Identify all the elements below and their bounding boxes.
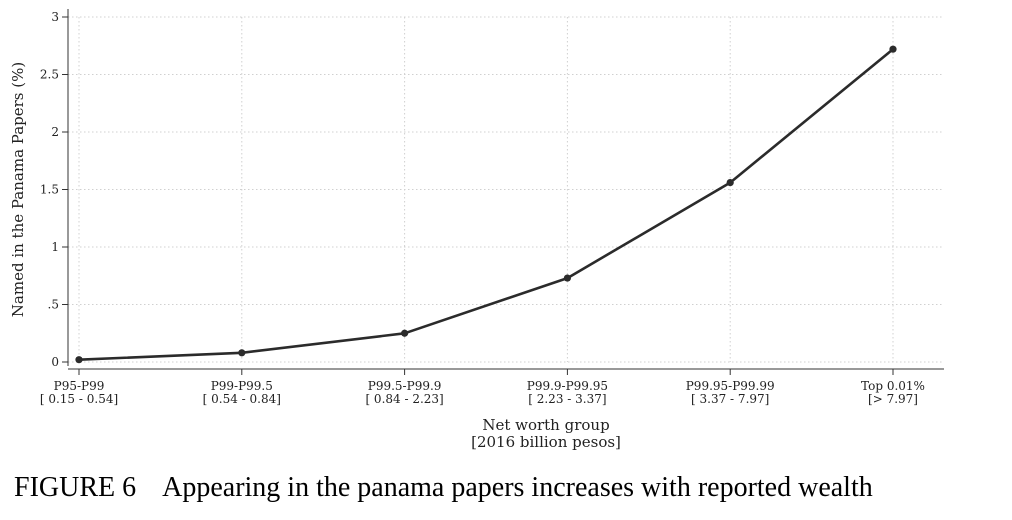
y-tick-label: 1.5 — [40, 183, 59, 197]
data-point — [726, 179, 734, 187]
figure-caption-text: Appearing in the panama papers increases… — [162, 472, 873, 503]
data-point — [238, 349, 246, 357]
y-tick-label: 2 — [51, 125, 59, 139]
y-tick-label: 0 — [51, 355, 59, 369]
figure-number: FIGURE 6 — [14, 472, 137, 503]
series-path — [78, 48, 894, 361]
x-tick-label: P99.5-P99.9[ 0.84 - 2.23] — [365, 379, 443, 406]
y-axis-title: Named in the Panama Papers (%) — [9, 62, 27, 317]
x-axis-title: Net worth group [2016 billion pesos] — [471, 416, 621, 451]
y-tick-label: 3 — [51, 10, 59, 24]
data-points — [75, 45, 897, 364]
x-tick-label: P99.9-P99.95[ 2.23 - 3.37] — [527, 379, 608, 406]
data-point — [75, 356, 83, 364]
x-tick-label: P95-P99[ 0.15 - 0.54] — [40, 379, 118, 406]
data-point — [401, 329, 409, 337]
line-chart: 0 .5 1 1.5 2 2.5 3 P95-P99[ 0.15 - 0.54] P99-P99… — [9, 9, 944, 451]
data-point — [563, 274, 572, 282]
gridlines — [68, 16, 944, 363]
x-tick-label: P99-P99.5[ 0.54 - 0.84] — [203, 379, 281, 406]
x-tick-label: P99.95-P99.99[ 3.37 - 7.97] — [686, 379, 775, 406]
data-point — [889, 45, 897, 53]
y-tick-label: .5 — [48, 298, 59, 312]
figure-caption: FIGURE 6 Appearing in the panama papers i… — [14, 472, 873, 504]
axes — [62, 9, 944, 375]
x-tick-label: Top 0.01% [> 7.97] — [861, 379, 925, 406]
y-tick-label: 2.5 — [40, 68, 59, 82]
series-line — [78, 48, 894, 361]
tick-labels: 0 .5 1 1.5 2 2.5 3 P95-P99[ 0.15 - 0.54] P99-P99… — [40, 10, 925, 406]
y-tick-label: 1 — [51, 240, 59, 254]
